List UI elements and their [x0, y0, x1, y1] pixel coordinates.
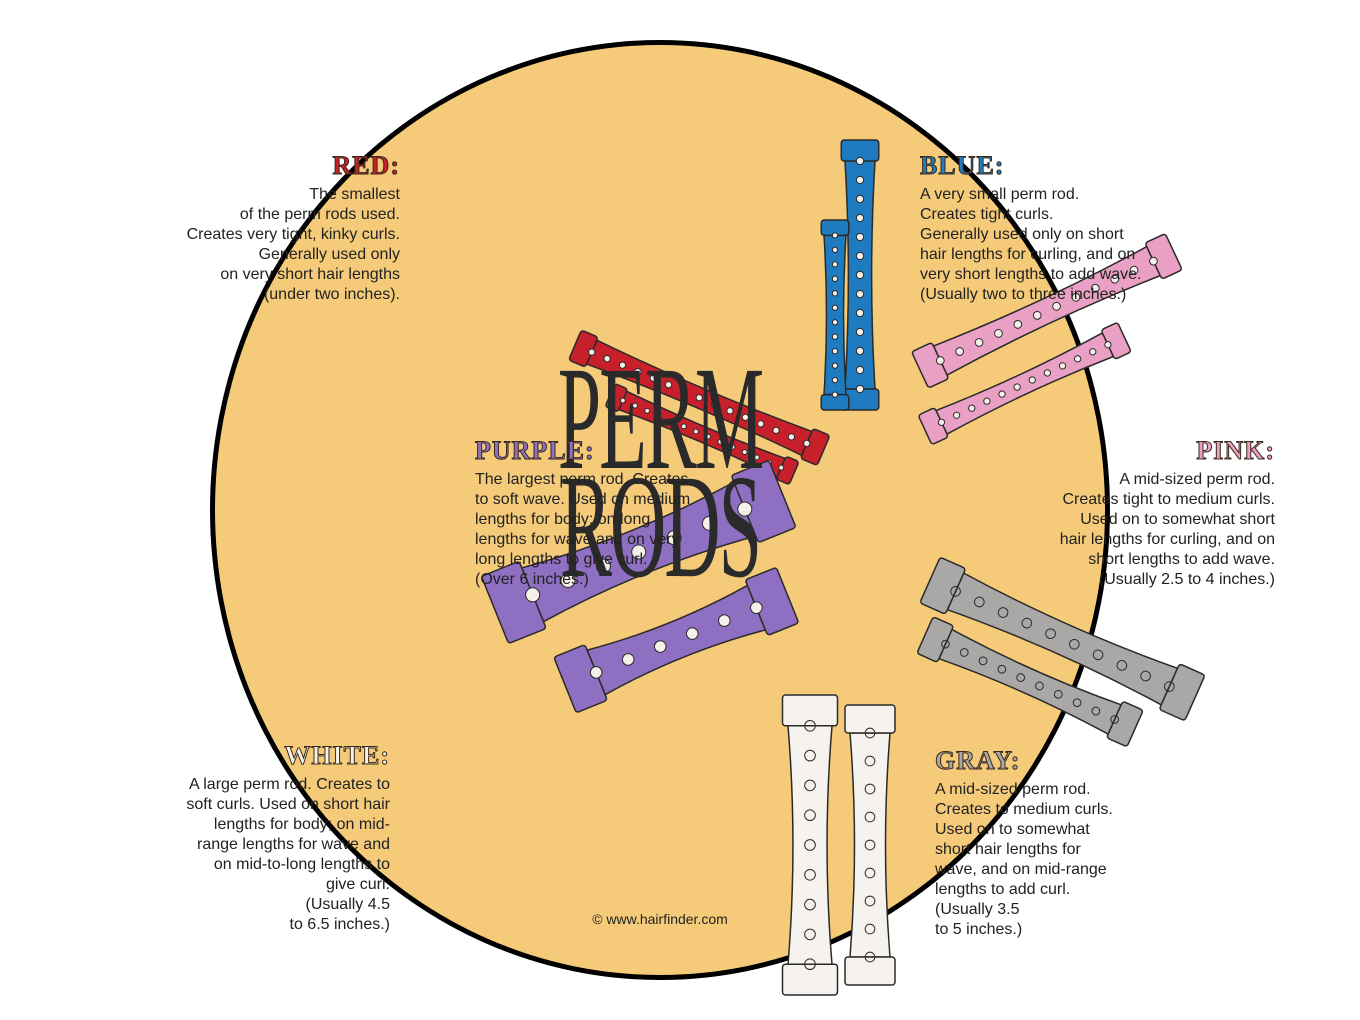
section-pink: PINK: A mid-sized perm rod.Creates tight…	[1020, 435, 1275, 590]
label-pink: PINK:	[1020, 435, 1275, 468]
section-gray: GRAY: A mid-sized perm rod.Creates to me…	[935, 745, 1165, 940]
section-red: RED: The smallestof the perm rods used.C…	[140, 150, 400, 305]
oval-background: PERM RODS RED: The smallestof the perm r…	[210, 40, 1110, 980]
copyright: © www.hairfinder.com	[592, 911, 728, 927]
section-blue: BLUE: A very small perm rod.Creates tigh…	[920, 150, 1180, 305]
body-gray: A mid-sized perm rod.Creates to medium c…	[935, 780, 1165, 940]
label-purple: PURPLE:	[475, 435, 735, 468]
label-gray: GRAY:	[935, 745, 1165, 778]
body-red: The smallestof the perm rods used.Create…	[140, 185, 400, 305]
infographic-stage: PERM RODS RED: The smallestof the perm r…	[0, 0, 1360, 1020]
section-white: WHITE: A large perm rod. Creates tosoft …	[140, 740, 390, 935]
section-purple: PURPLE: The largest perm rod. Createsto …	[475, 435, 735, 590]
label-blue: BLUE:	[920, 150, 1180, 183]
body-purple: The largest perm rod. Createsto soft wav…	[475, 470, 735, 590]
label-red: RED:	[140, 150, 400, 183]
label-white: WHITE:	[140, 740, 390, 773]
body-white: A large perm rod. Creates tosoft curls. …	[140, 775, 390, 935]
body-pink: A mid-sized perm rod.Creates tight to me…	[1020, 470, 1275, 590]
body-blue: A very small perm rod.Creates tight curl…	[920, 185, 1180, 305]
